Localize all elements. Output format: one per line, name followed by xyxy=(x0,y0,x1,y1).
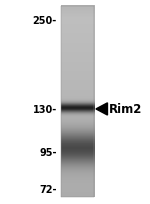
Text: Rim2: Rim2 xyxy=(109,103,142,116)
Text: 130-: 130- xyxy=(33,104,57,114)
Text: 95-: 95- xyxy=(39,147,57,157)
Polygon shape xyxy=(96,103,108,115)
Bar xyxy=(61,7,94,197)
Text: 72-: 72- xyxy=(39,184,57,194)
Text: 250-: 250- xyxy=(33,16,57,26)
